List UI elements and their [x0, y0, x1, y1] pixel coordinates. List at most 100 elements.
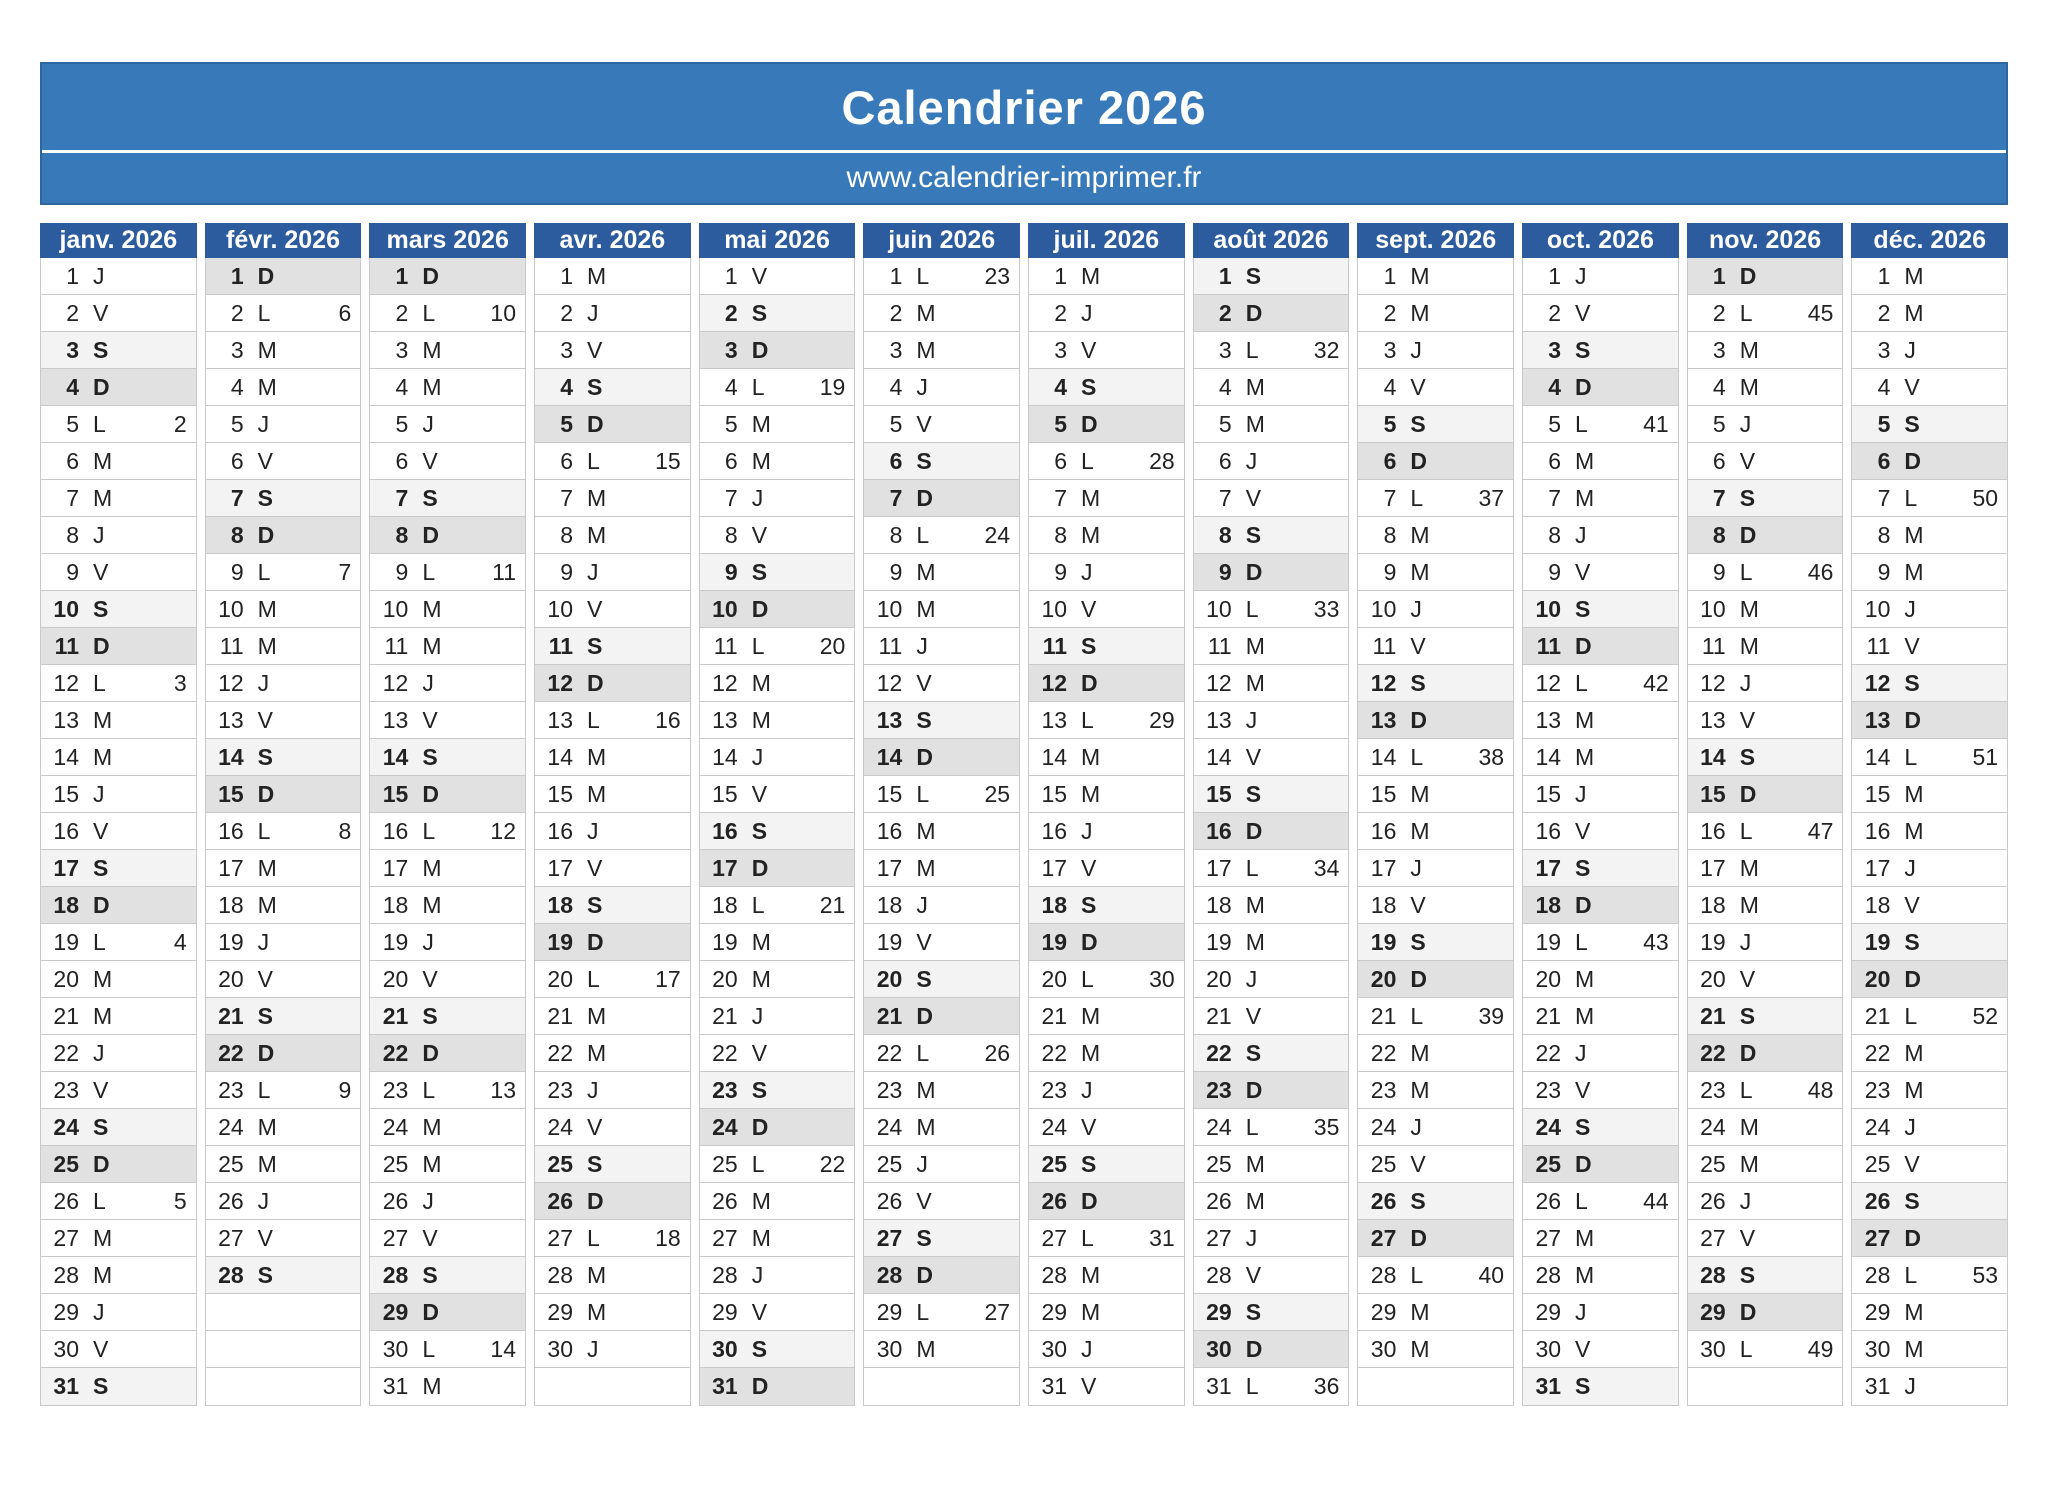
month-column: janv. 2026 1 J 2 V 3 S 4 D 5 L 2 6 M 7 M 8 J 9 V 10 S 11 D 12 L 3 1… — [40, 223, 197, 1406]
day-letter: M — [1904, 1298, 1924, 1325]
day-letter: J — [587, 299, 599, 326]
week-number: 44 — [1643, 1187, 1669, 1214]
week-number: 49 — [1807, 1335, 1834, 1362]
day-number: 1 — [1712, 262, 1726, 289]
week-number: 53 — [1972, 1261, 1999, 1288]
day-letter: V — [1245, 743, 1262, 770]
day-letter: S — [1575, 1113, 1591, 1140]
day-letter: M — [751, 410, 771, 437]
day-number: 27 — [1041, 1224, 1068, 1251]
day-number: 26 — [547, 1187, 574, 1214]
banner: Calendrier 2026 www.calendrier-imprimer.… — [40, 62, 2008, 205]
day-letter: L — [1081, 706, 1094, 733]
day-number: 13 — [1041, 706, 1068, 733]
day-letter: S — [422, 743, 438, 770]
day-row: 16 L 8 — [205, 813, 361, 850]
day-letter: J — [257, 928, 270, 955]
day-row: 28 S — [370, 1257, 526, 1294]
day-letter: L — [1081, 1224, 1094, 1251]
day-letter: J — [93, 521, 105, 548]
day-letter: L — [93, 1187, 106, 1214]
day-letter: V — [751, 262, 768, 289]
week-number: 22 — [819, 1150, 846, 1177]
day-number: 3 — [889, 336, 903, 363]
day-number: 19 — [1370, 928, 1397, 955]
day-letter: M — [257, 595, 277, 622]
day-number: 4 — [889, 373, 903, 400]
day-letter: M — [1904, 1335, 1924, 1362]
day-number: 17 — [876, 854, 903, 881]
day-number: 15 — [1370, 780, 1397, 807]
day-letter: V — [587, 1113, 603, 1140]
week-number: 16 — [655, 706, 681, 733]
day-letter: V — [1575, 299, 1591, 326]
day-row: 23 L 13 — [370, 1072, 526, 1109]
day-letter: D — [1904, 447, 1922, 474]
day-number: 11 — [713, 632, 738, 659]
day-number: 15 — [1864, 780, 1891, 807]
day-row: 30 V — [1523, 1331, 1678, 1368]
day-letter: L — [93, 669, 106, 696]
day-row: 13 D — [1358, 702, 1514, 739]
day-letter: M — [587, 1039, 607, 1066]
day-number: 27 — [1864, 1224, 1891, 1251]
day-letter: S — [1739, 484, 1756, 511]
week-number: 8 — [338, 817, 352, 844]
day-letter: M — [257, 336, 277, 363]
day-row: 27 S — [864, 1220, 1020, 1257]
day-row: 21 M — [1523, 998, 1678, 1035]
day-row: 17 S — [1523, 850, 1678, 887]
day-letter: D — [1575, 891, 1592, 918]
day-row: 27 M — [41, 1220, 196, 1257]
day-number: 10 — [1535, 595, 1562, 622]
day-number: 21 — [218, 1002, 244, 1029]
day-number: 19 — [876, 928, 903, 955]
day-row: 26 S — [1358, 1183, 1514, 1220]
month-column: août 2026 1 S 2 D 3 L 32 4 M 5 M 6 J 7 V 8 S 9 D 10 L 33 11 M 12 M… — [1192, 223, 1350, 1406]
day-row: 23 L 48 — [1687, 1072, 1843, 1109]
day-row: 11 D — [41, 628, 196, 665]
day-number: 11 — [1042, 632, 1068, 659]
month-body: 1 M 2 M 3 J 4 V 5 S 6 D 7 L 50 8 M 9 M 10 J 11 V 12 S 13 D 14 L 51 15 M… — [1851, 258, 2009, 1406]
day-row: 19 D — [535, 924, 690, 961]
day-row: 22 J — [1523, 1035, 1678, 1072]
day-letter: M — [916, 1335, 936, 1362]
day-row: 23 M — [1358, 1072, 1514, 1109]
day-row: 13 V — [205, 702, 361, 739]
day-number: 22 — [1700, 1039, 1726, 1066]
day-row: 22 M — [1852, 1035, 2008, 1072]
day-letter: M — [1739, 595, 1759, 622]
day-number: 25 — [712, 1150, 738, 1177]
day-letter: L — [93, 928, 106, 955]
day-number: 28 — [876, 1261, 903, 1288]
day-row: 27 M — [1523, 1220, 1678, 1257]
day-letter: S — [916, 447, 932, 474]
day-row: 12 D — [1029, 665, 1184, 702]
day-letter: L — [1245, 336, 1259, 363]
day-number: 8 — [1712, 521, 1726, 548]
month-header: sept. 2026 — [1357, 223, 1515, 258]
day-letter: D — [422, 521, 439, 548]
day-number: 15 — [712, 780, 738, 807]
day-number: 3 — [395, 336, 409, 363]
day-letter: M — [1081, 1298, 1101, 1325]
day-row: 9 L 11 — [370, 554, 526, 591]
day-row: 25 J — [864, 1146, 1020, 1183]
day-letter: M — [1904, 521, 1924, 548]
day-number: 13 — [1535, 706, 1562, 733]
day-row: 16 V — [1523, 813, 1678, 850]
day-number: 6 — [66, 447, 79, 474]
day-letter: D — [257, 1039, 275, 1066]
day-number: 7 — [560, 484, 574, 511]
day-number: 18 — [1206, 891, 1232, 918]
day-letter: M — [1410, 299, 1430, 326]
day-letter: M — [751, 928, 771, 955]
